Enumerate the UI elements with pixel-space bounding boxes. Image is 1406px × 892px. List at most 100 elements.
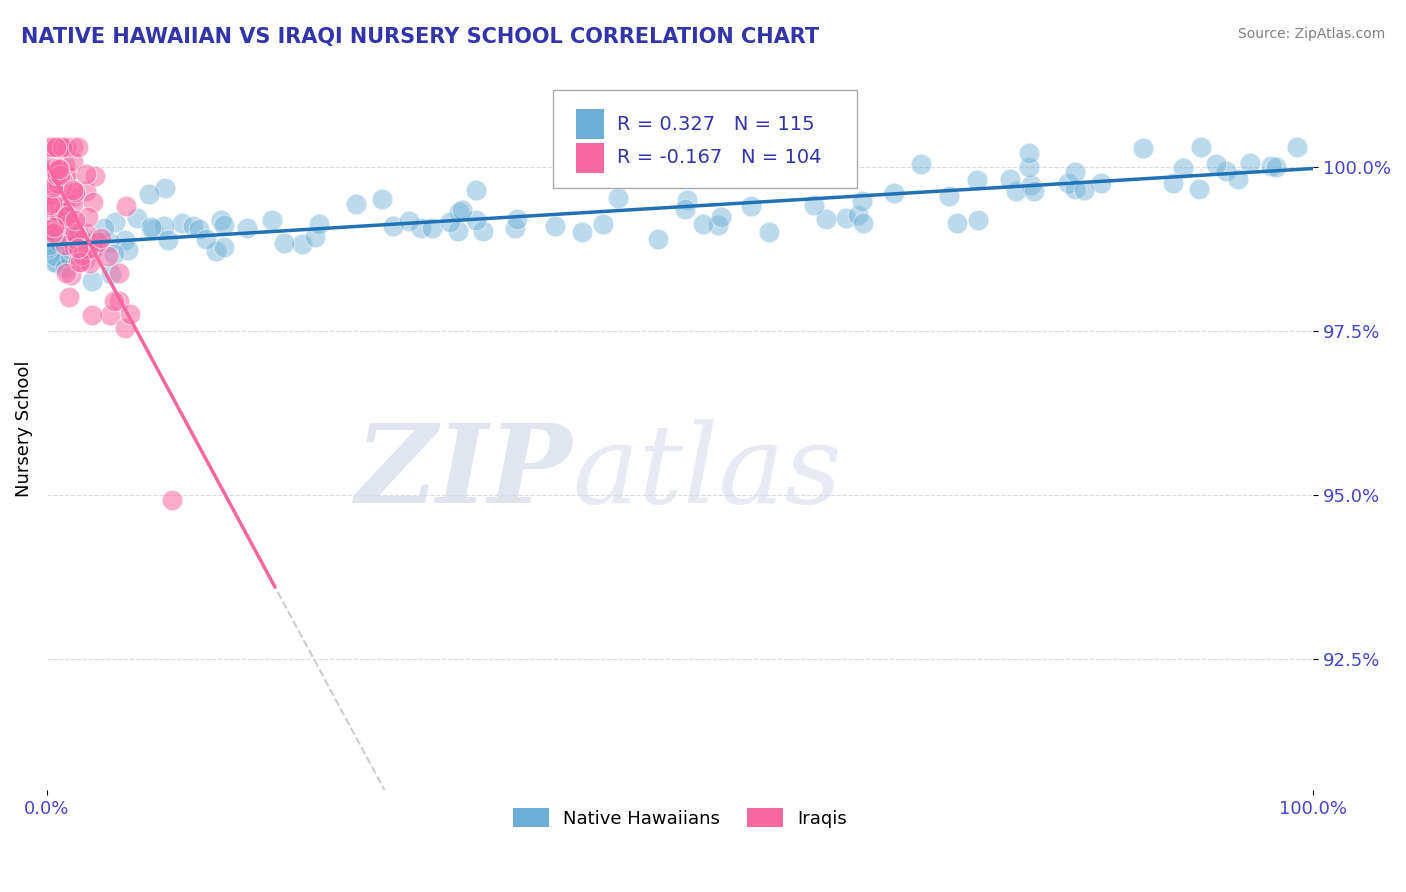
Point bbox=[66, 227, 89, 241]
Point bbox=[52, 140, 75, 154]
Point bbox=[382, 219, 405, 234]
Point bbox=[46, 238, 69, 252]
Point bbox=[41, 195, 63, 210]
Point bbox=[37, 140, 59, 154]
Point bbox=[77, 243, 100, 257]
Point bbox=[59, 243, 82, 257]
Point bbox=[41, 140, 63, 154]
Point bbox=[79, 256, 101, 270]
Point bbox=[62, 190, 84, 204]
FancyBboxPatch shape bbox=[576, 143, 605, 173]
Point bbox=[44, 178, 66, 192]
Point bbox=[46, 234, 69, 248]
Point bbox=[38, 140, 60, 154]
Point bbox=[647, 232, 669, 246]
Point bbox=[66, 233, 89, 247]
Point bbox=[38, 142, 60, 156]
Point bbox=[46, 179, 69, 194]
Point bbox=[48, 177, 70, 191]
Point bbox=[710, 210, 733, 224]
Point bbox=[98, 235, 121, 250]
Point bbox=[45, 172, 67, 186]
Point bbox=[38, 198, 60, 212]
Point bbox=[153, 219, 176, 233]
Text: ZIP: ZIP bbox=[356, 418, 572, 526]
Point bbox=[304, 230, 326, 244]
Point bbox=[883, 186, 905, 200]
Point bbox=[53, 205, 76, 219]
Point bbox=[675, 194, 697, 208]
Point bbox=[46, 194, 69, 209]
Point bbox=[100, 267, 122, 281]
Point bbox=[44, 255, 66, 269]
Point bbox=[103, 247, 125, 261]
Point bbox=[1064, 165, 1087, 179]
Point bbox=[62, 183, 84, 197]
Point bbox=[39, 216, 62, 230]
Point bbox=[205, 244, 228, 258]
Point bbox=[41, 147, 63, 161]
Point bbox=[370, 192, 392, 206]
Point bbox=[56, 140, 79, 154]
Point bbox=[75, 227, 97, 241]
Point bbox=[59, 250, 82, 264]
Point bbox=[114, 321, 136, 335]
Point bbox=[97, 249, 120, 263]
Point bbox=[63, 185, 86, 199]
Point bbox=[82, 241, 104, 255]
Point bbox=[1132, 141, 1154, 155]
Point bbox=[464, 212, 486, 227]
Point bbox=[51, 194, 73, 209]
Point bbox=[42, 220, 65, 235]
Point bbox=[56, 218, 79, 232]
Point bbox=[93, 221, 115, 235]
Point bbox=[48, 208, 70, 222]
Point bbox=[58, 213, 80, 227]
Point bbox=[1189, 140, 1212, 154]
Point bbox=[1018, 160, 1040, 174]
Point bbox=[447, 224, 470, 238]
Point bbox=[41, 159, 63, 173]
Point bbox=[673, 202, 696, 217]
Point bbox=[67, 244, 90, 258]
Point bbox=[946, 216, 969, 230]
Point bbox=[42, 226, 65, 240]
Point bbox=[62, 240, 84, 254]
Point bbox=[66, 255, 89, 269]
Point bbox=[59, 268, 82, 282]
Point bbox=[846, 208, 869, 222]
Point bbox=[63, 227, 86, 241]
Point bbox=[46, 140, 69, 154]
Text: R = -0.167   N = 104: R = -0.167 N = 104 bbox=[617, 148, 821, 167]
Point bbox=[53, 260, 76, 275]
Point bbox=[758, 226, 780, 240]
Point bbox=[835, 211, 858, 225]
Point bbox=[734, 164, 756, 178]
Point bbox=[212, 218, 235, 232]
Point bbox=[66, 229, 89, 244]
Point bbox=[45, 168, 67, 182]
Point bbox=[44, 249, 66, 263]
Point bbox=[51, 173, 73, 187]
FancyBboxPatch shape bbox=[576, 109, 605, 139]
Point bbox=[39, 228, 62, 243]
Point bbox=[37, 153, 59, 168]
Point bbox=[1227, 172, 1250, 186]
Point bbox=[308, 217, 330, 231]
Point bbox=[938, 189, 960, 203]
Point bbox=[39, 140, 62, 154]
Point bbox=[86, 235, 108, 250]
Point bbox=[571, 225, 593, 239]
Point bbox=[53, 237, 76, 252]
Point bbox=[38, 188, 60, 202]
Text: Source: ZipAtlas.com: Source: ZipAtlas.com bbox=[1237, 27, 1385, 41]
Point bbox=[273, 235, 295, 250]
Point bbox=[45, 194, 67, 208]
Point bbox=[66, 241, 89, 255]
Point bbox=[1056, 176, 1078, 190]
Point bbox=[451, 202, 474, 217]
FancyBboxPatch shape bbox=[554, 90, 858, 187]
Point bbox=[72, 234, 94, 248]
Point bbox=[42, 179, 65, 194]
Point bbox=[51, 178, 73, 193]
